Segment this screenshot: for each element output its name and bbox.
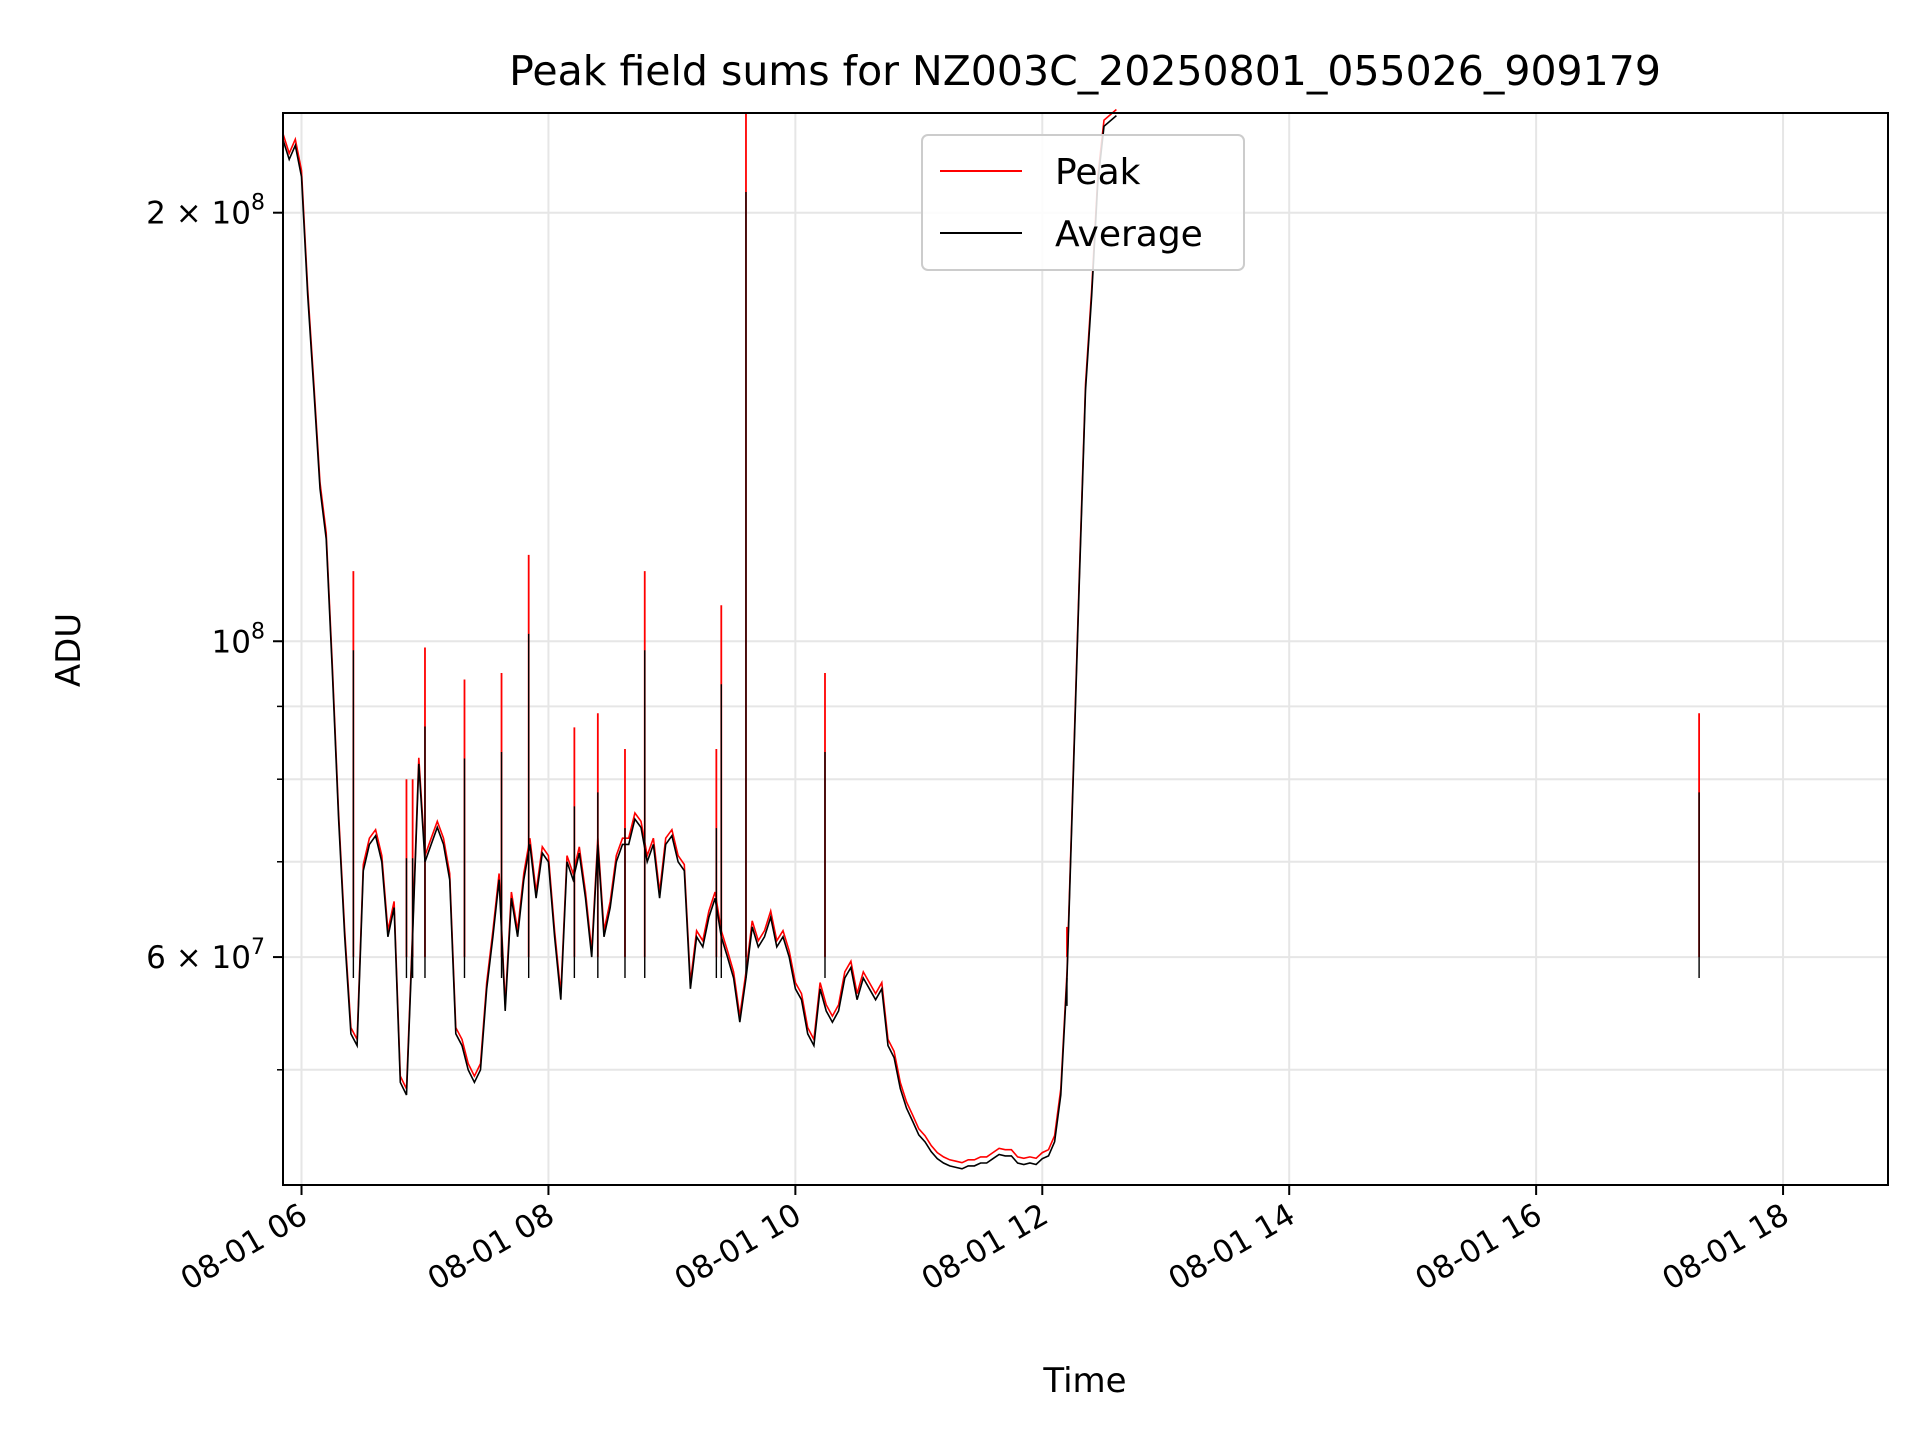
plot-frame	[282, 112, 1889, 1186]
chart-title: Peak field sums for NZ003C_20250801_0550…	[509, 47, 1661, 95]
x-axis-label: Time	[1042, 1361, 1126, 1401]
legend-label-average: Average	[1055, 214, 1203, 255]
legend: Peak Average	[921, 134, 1245, 271]
y-axis-label: ADU	[49, 613, 89, 687]
legend-frame	[921, 134, 1245, 271]
y-tick-label: 6 × 107	[146, 935, 265, 976]
series-line-average	[282, 114, 1117, 1170]
y-tick-label: 2 × 108	[146, 191, 265, 232]
y-axis: 6 × 107 108 2 × 108	[146, 191, 283, 1071]
y-tick-label: 108	[212, 619, 265, 660]
plot-series	[282, 108, 1701, 1170]
legend-label-peak: Peak	[1055, 152, 1141, 193]
